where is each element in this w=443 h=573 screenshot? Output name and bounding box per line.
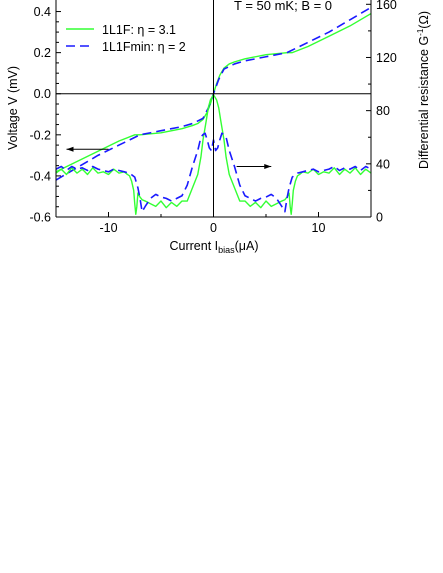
y-left-tick-label: -0.6 (29, 211, 51, 225)
x-axis-label: Current Ibias(μA) (169, 239, 258, 255)
y-right-tick-label: 120 (376, 51, 397, 65)
conditions-label: T = 50 mK; B = 0 (234, 0, 332, 13)
y-right-tick-label: 80 (376, 104, 390, 118)
x-tick-label: 0 (210, 221, 217, 235)
legend: 1L1F: η = 3.1 1L1Fmin: η = 2 (66, 23, 186, 54)
y-left-tick-label: -0.4 (29, 169, 51, 183)
x-tick-label: -10 (99, 221, 117, 235)
legend-label-1L1Fmin: 1L1Fmin: η = 2 (102, 40, 186, 54)
y-left-tick-label: 0.2 (34, 46, 51, 60)
x-axis-label-suffix: (μA) (235, 239, 259, 253)
x-axis-label-prefix: Current I (169, 239, 218, 253)
arrow-left-head (66, 146, 74, 152)
y-left-axis-label: Voltage V (mV) (6, 66, 20, 150)
arrow-right-head (264, 163, 272, 169)
y-left-tick-label: 0.4 (34, 5, 51, 19)
y-right-tick-label: 0 (376, 211, 383, 225)
x-axis-label-subscript: bias (218, 245, 235, 255)
y-right-axis-label-prefix: Differential resistance G (417, 36, 431, 169)
y-right-axis-label-superscript: -1 (416, 28, 425, 36)
y-right-axis-label: Differential resistance G-1(Ω) (416, 11, 431, 169)
axes: -10 0 10 -0.6 -0.4 -0.2 0.0 0.2 0.4 0 40 80 120 160 (29, 0, 397, 235)
legend-label-1L1F: 1L1F: η = 3.1 (102, 23, 176, 37)
y-right-axis-label-suffix: (Ω) (417, 11, 431, 29)
x-tick-label: 10 (312, 221, 326, 235)
y-right-tick-label: 160 (376, 0, 397, 12)
y-left-tick-label: -0.2 (29, 128, 51, 142)
y-left-tick-label: 0.0 (34, 87, 51, 101)
annotation-layer (56, 0, 371, 217)
y-right-tick-label: 40 (376, 157, 390, 171)
